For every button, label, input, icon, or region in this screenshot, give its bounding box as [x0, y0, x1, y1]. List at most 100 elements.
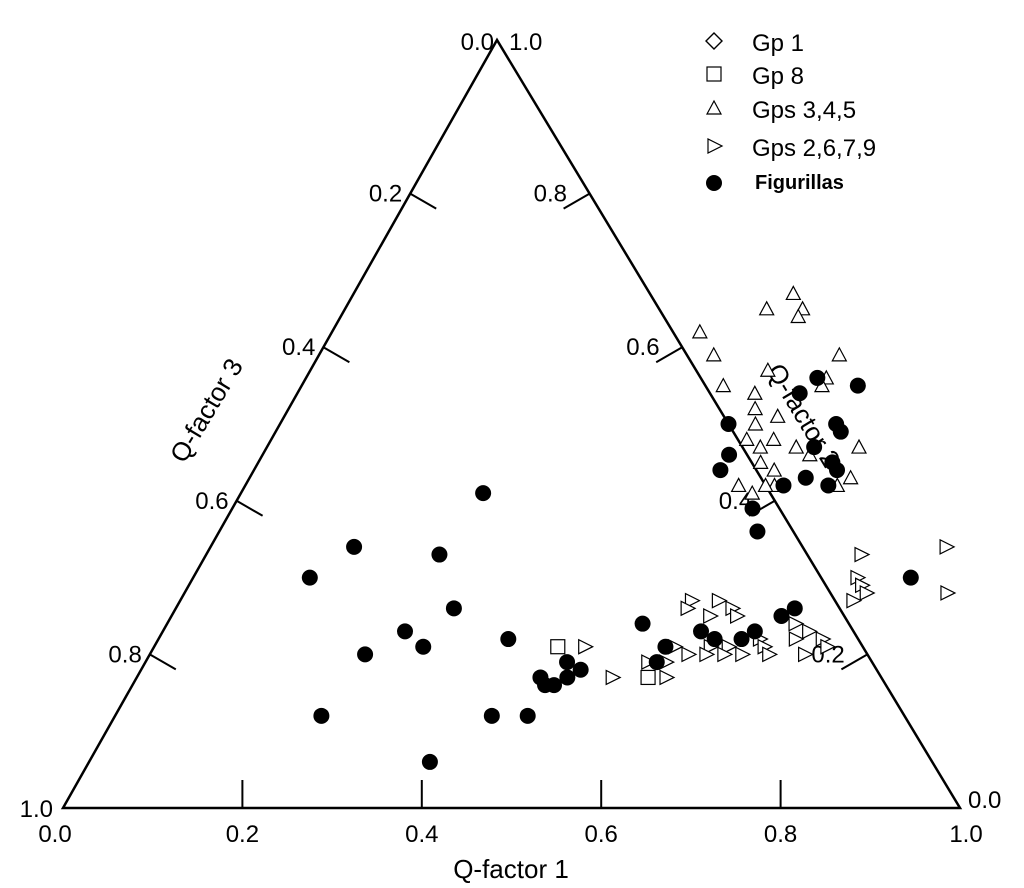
tick-label-bottom: 1.0 — [949, 821, 982, 848]
data-point — [634, 615, 651, 632]
data-point — [680, 600, 697, 617]
data-point — [397, 623, 414, 640]
data-point — [765, 431, 782, 446]
legend: Gp 1 Gp 8 Gps 3,4,5 Gps 2,6,7,9 Figurillas — [705, 30, 876, 194]
data-point — [762, 646, 779, 663]
tick-label-right: 0.6 — [626, 334, 659, 361]
legend-marker — [706, 175, 722, 191]
legend-item: Gp 1 — [705, 30, 804, 57]
data-point — [711, 592, 728, 609]
data-point — [730, 608, 746, 624]
data-point — [415, 638, 432, 655]
data-points — [301, 285, 957, 770]
data-point — [559, 669, 576, 686]
data-point — [733, 631, 750, 648]
data-point — [578, 638, 595, 655]
data-point — [788, 438, 805, 454]
data-point — [790, 308, 807, 324]
data-point — [659, 669, 676, 686]
data-point — [605, 669, 622, 686]
series-gps-3-4-5 — [691, 285, 868, 500]
data-point — [820, 638, 837, 655]
data-point — [357, 646, 374, 663]
data-point — [854, 546, 871, 563]
series-gps-2-6-7-9 — [578, 538, 957, 686]
data-point — [806, 439, 823, 456]
data-point — [747, 415, 764, 431]
data-point — [829, 462, 846, 479]
data-point — [648, 654, 665, 671]
data-point — [850, 438, 868, 454]
legend-label: Figurillas — [755, 172, 844, 194]
data-point — [939, 538, 956, 555]
data-point — [550, 639, 566, 655]
data-point — [752, 438, 769, 454]
axis-title-q-factor-1: Q-factor 1 — [453, 854, 569, 884]
data-point — [483, 707, 500, 724]
tick-label-bottom: 0.6 — [585, 821, 618, 848]
data-point — [693, 623, 710, 640]
data-point — [752, 454, 769, 469]
data-point — [640, 669, 656, 686]
data-point — [859, 584, 876, 601]
data-point — [797, 469, 814, 486]
data-point — [706, 631, 723, 648]
tick-left — [409, 192, 437, 210]
legend-marker — [707, 138, 724, 154]
data-point — [715, 377, 732, 393]
tick-left — [322, 346, 350, 364]
data-point — [572, 661, 589, 678]
data-point — [735, 646, 752, 663]
data-point — [691, 323, 708, 339]
tick-label-left: 0.4 — [282, 334, 315, 361]
data-point — [820, 477, 837, 494]
legend-marker — [705, 32, 723, 50]
legend-marker — [705, 99, 723, 115]
data-point — [699, 646, 716, 663]
data-point — [832, 423, 849, 440]
data-point — [720, 416, 737, 432]
data-point — [431, 546, 448, 563]
tick-label-left: 0.2 — [369, 181, 402, 208]
tick-label-left: 1.0 — [20, 796, 53, 823]
tick-left — [149, 653, 177, 671]
data-point — [346, 538, 363, 555]
tick-label-left: 0.0 — [461, 29, 494, 56]
data-point — [788, 631, 805, 648]
data-point — [313, 707, 330, 724]
series-gp-8 — [550, 639, 656, 686]
data-point — [849, 377, 866, 394]
tick-label-bottom: 0.0 — [38, 821, 71, 848]
tick-right — [840, 653, 868, 671]
legend-label: Gp 1 — [752, 30, 804, 57]
data-point — [769, 408, 786, 423]
data-point — [705, 346, 722, 362]
data-point — [730, 477, 747, 493]
data-point — [902, 569, 919, 586]
data-point — [746, 385, 763, 400]
data-point — [802, 623, 819, 640]
tick-label-bottom: 0.8 — [764, 821, 797, 848]
series-figurillas — [301, 369, 919, 770]
data-point — [546, 677, 563, 694]
data-point — [786, 600, 803, 617]
data-point — [788, 615, 805, 632]
data-point — [744, 500, 761, 517]
tick-left — [236, 499, 264, 517]
legend-marker — [706, 66, 722, 82]
data-point — [785, 285, 802, 301]
data-point — [657, 638, 674, 655]
tick-label-bottom: 0.4 — [405, 821, 438, 848]
data-point — [798, 646, 814, 663]
data-point — [712, 462, 729, 479]
data-point — [301, 569, 318, 586]
tick-label-bottom: 0.2 — [226, 821, 259, 848]
tick-label-right: 0.0 — [968, 787, 1001, 814]
tick-right — [563, 192, 591, 210]
legend-label: Gps 2,6,7,9 — [752, 135, 876, 162]
tick-label-right: 1.0 — [509, 29, 542, 56]
legend-item: Gps 2,6,7,9 — [707, 135, 876, 162]
legend-label: Gp 8 — [752, 63, 804, 90]
data-point — [749, 523, 766, 540]
data-point — [738, 431, 755, 446]
